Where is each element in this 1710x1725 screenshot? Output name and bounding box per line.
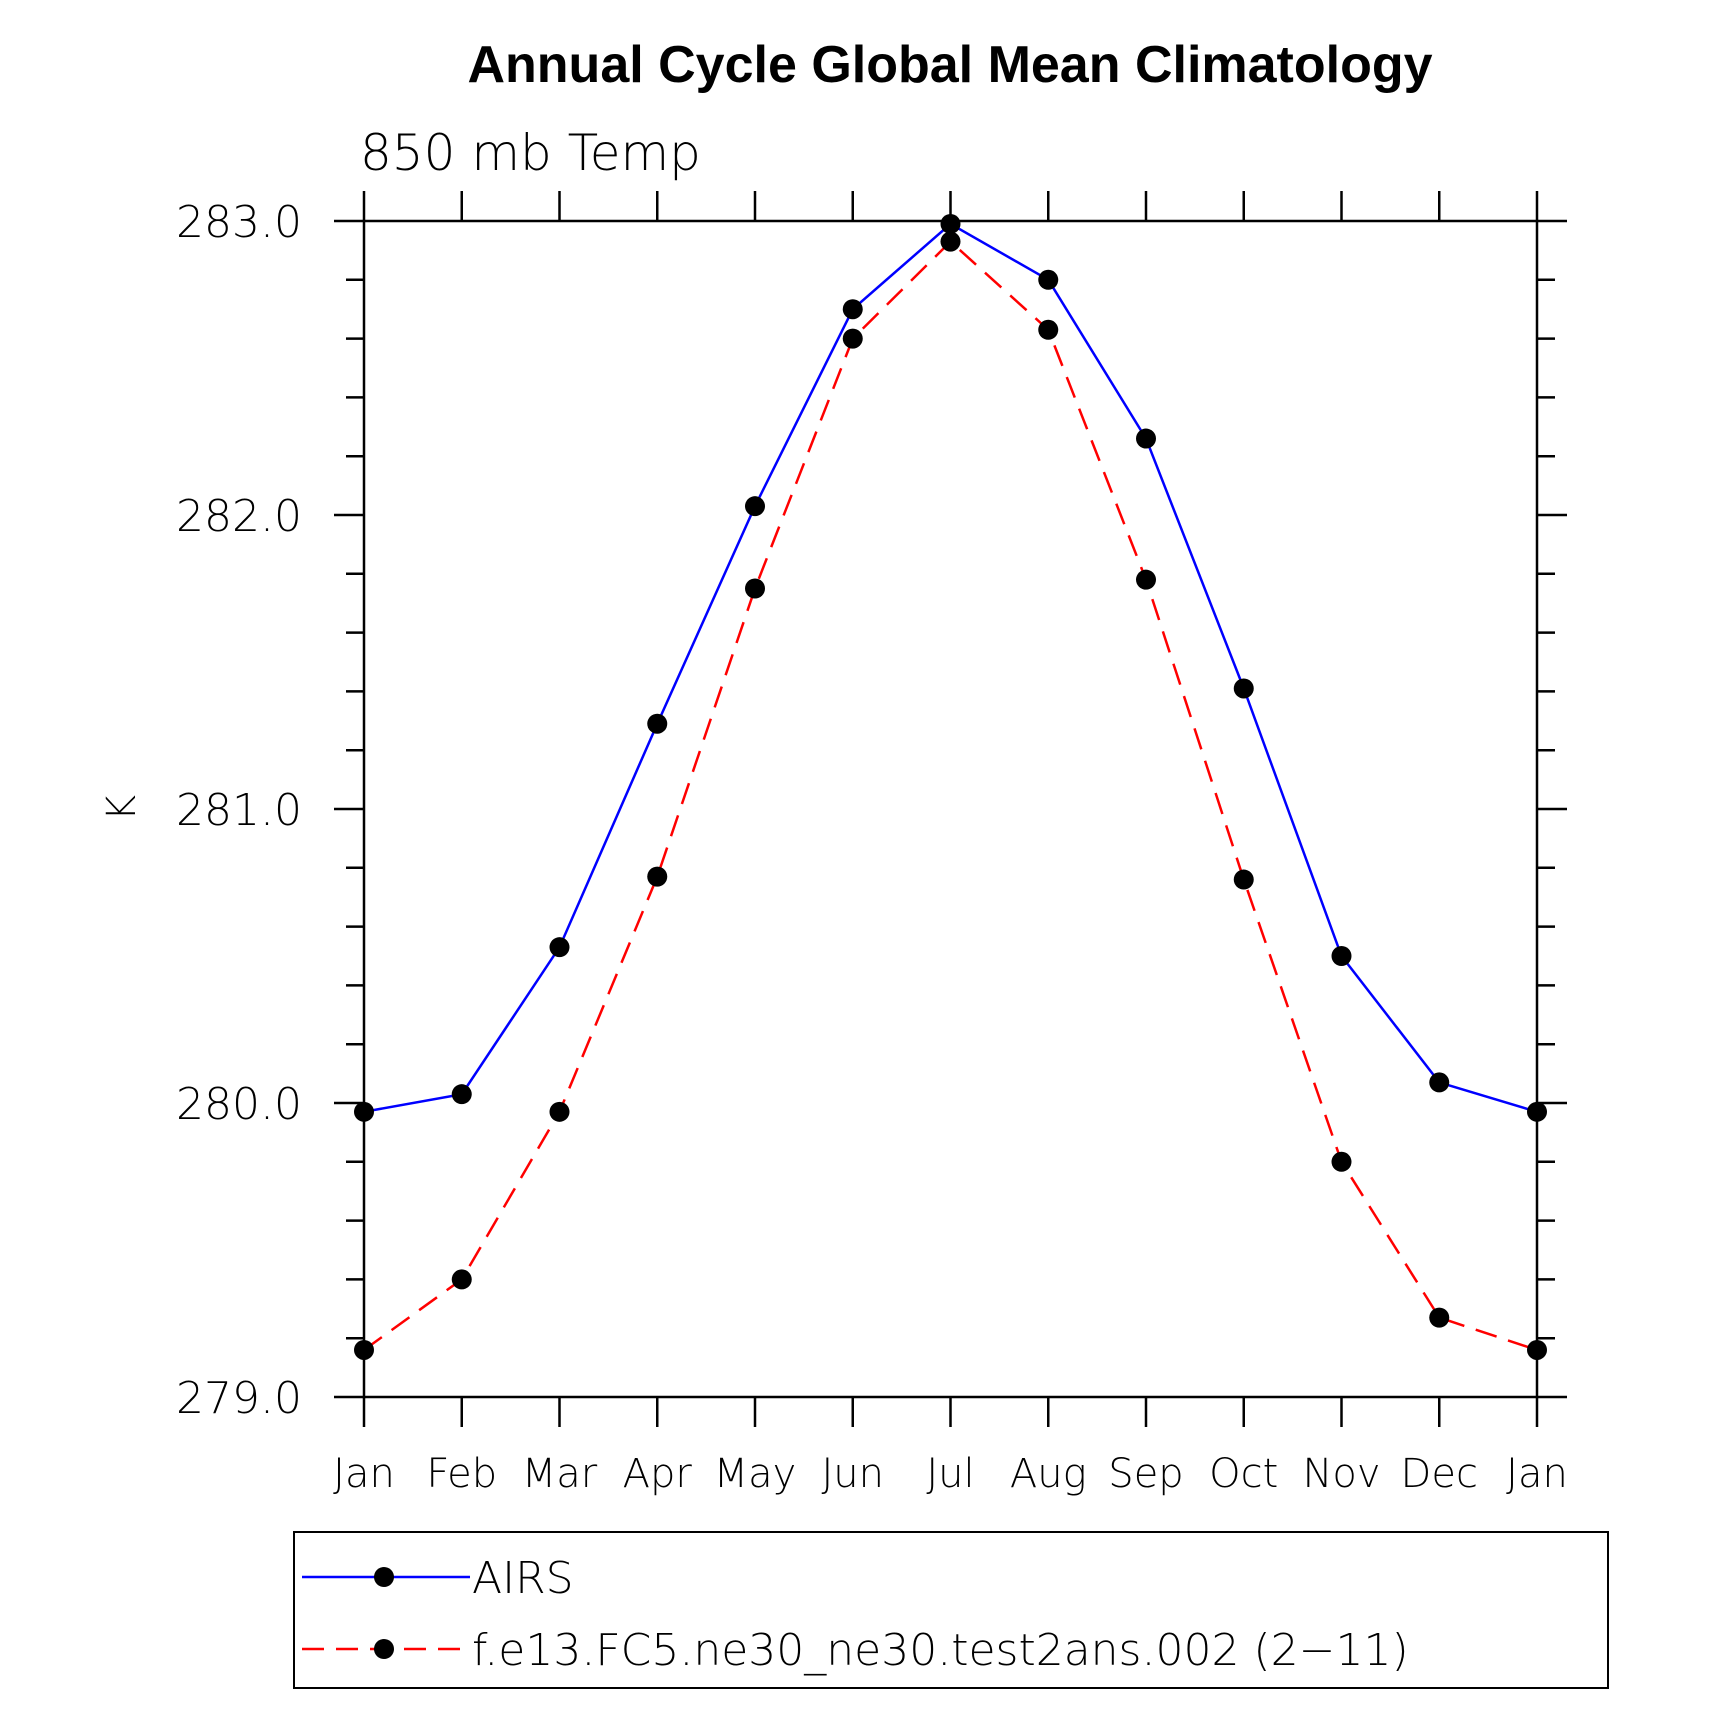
series-layer xyxy=(354,213,1547,1360)
series-0-point xyxy=(647,713,668,734)
x-tick-label: Oct xyxy=(1209,1451,1278,1497)
x-tick-label: Dec xyxy=(1401,1451,1478,1497)
x-tick-label: Feb xyxy=(426,1451,497,1497)
legend-box xyxy=(293,1531,1609,1689)
x-tick-label: Jan xyxy=(333,1451,395,1497)
series-1-point xyxy=(549,1101,570,1122)
series-1-point xyxy=(940,231,961,252)
series-0-point xyxy=(354,1101,374,1122)
series-1-point xyxy=(1429,1307,1450,1328)
legend-marker-model xyxy=(374,1639,394,1659)
x-tick-label: Apr xyxy=(623,1451,693,1497)
legend-label-airs: AIRS xyxy=(472,1553,574,1604)
y-axis-label: K xyxy=(99,795,145,821)
chart-title: Annual Cycle Global Mean Climatology xyxy=(467,36,1432,94)
series-1-point xyxy=(1331,1151,1352,1172)
series-0-point xyxy=(940,213,961,234)
x-tick-label: Nov xyxy=(1302,1451,1380,1497)
series-1-point xyxy=(1527,1339,1547,1360)
y-tick-label: 283.0 xyxy=(176,197,302,248)
y-tick-labels: 283.0 282.0 281.0 280.0 279.0 xyxy=(176,197,302,1424)
series-1-point xyxy=(1233,869,1254,890)
series-0-point xyxy=(549,937,570,958)
x-tick-label: Jun xyxy=(822,1451,885,1497)
series-1-point xyxy=(842,328,863,349)
series-0-point xyxy=(451,1084,472,1105)
series-1-point xyxy=(647,866,668,887)
series-1-point xyxy=(745,578,765,599)
series-0-point xyxy=(745,496,765,517)
x-tick-label: Aug xyxy=(1010,1451,1087,1497)
series-line-1 xyxy=(363,239,1538,1352)
series-1-point xyxy=(1038,319,1059,340)
series-0-point xyxy=(1233,678,1254,699)
axis-ticks xyxy=(334,191,1567,1427)
y-tick-label: 281.0 xyxy=(176,785,302,836)
x-tick-label: Jan xyxy=(1506,1451,1568,1497)
x-tick-label: Sep xyxy=(1108,1451,1183,1497)
series-1-point xyxy=(451,1269,472,1290)
series-0-point xyxy=(1136,428,1156,449)
y-tick-label: 282.0 xyxy=(176,491,302,542)
legend-marker-airs xyxy=(374,1567,394,1587)
y-tick-label: 279.0 xyxy=(176,1373,302,1424)
series-0-point xyxy=(842,299,863,320)
y-tick-label: 280.0 xyxy=(176,1079,302,1130)
legend: AIRS f.e13.FC5.ne30_ne30.test2ans.002 (2… xyxy=(293,1531,1609,1689)
legend-label-model: f.e13.FC5.ne30_ne30.test2ans.002 (2−11) xyxy=(472,1625,1409,1676)
series-1-point xyxy=(1136,569,1156,590)
series-0-point xyxy=(1331,946,1352,966)
x-tick-label: May xyxy=(714,1451,797,1497)
x-tick-labels: Jan Feb Mar Apr May Jun Jul Aug Sep Oct Nov Dec Jan xyxy=(333,1451,1568,1497)
x-tick-label: Mar xyxy=(522,1451,598,1497)
series-0-point xyxy=(1429,1072,1450,1093)
series-0-point xyxy=(1038,269,1059,290)
series-1-point xyxy=(354,1339,374,1360)
chart-subtitle: 850 mb Temp xyxy=(360,124,701,182)
x-tick-label: Jul xyxy=(926,1451,974,1497)
series-0-point xyxy=(1527,1101,1547,1122)
plot-frame xyxy=(362,219,1539,1399)
series-line-0 xyxy=(363,222,1538,1114)
